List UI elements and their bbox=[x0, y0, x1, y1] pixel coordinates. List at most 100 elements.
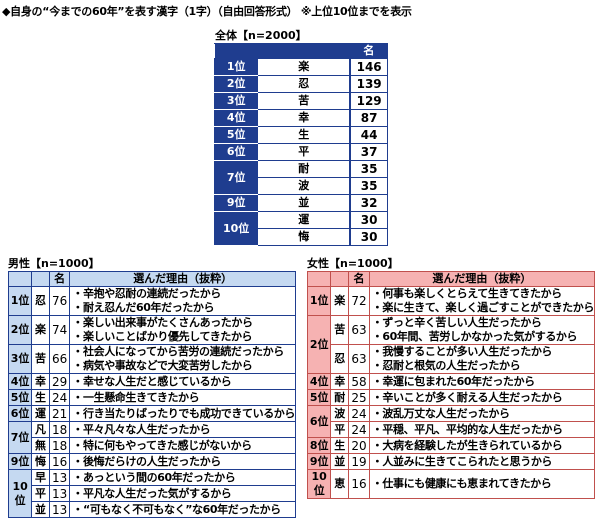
table-row: 9位並 32 bbox=[213, 194, 389, 212]
reason-text: ・辛いことが多く耐える人生だったから bbox=[371, 390, 563, 404]
count-cell: 24 bbox=[48, 389, 71, 406]
kanji-cell: 並 bbox=[31, 501, 50, 518]
reason-cell: ・“可もなく不可もなく”な60年だったから bbox=[69, 501, 296, 518]
count-cell: 19 bbox=[348, 453, 370, 470]
reason-cell: ・一生懸命生きてきたから bbox=[69, 389, 296, 406]
reason-text: ・楽に生きて、楽しく過ごすことができたから bbox=[371, 301, 595, 314]
table-row: 2位楽 74 ・楽しい出来事がたくさんあったから ・楽しいことばかり優先してきたから bbox=[7, 315, 296, 345]
table-row: 平 24 ・平穏、平凡、平均的な人生だったから bbox=[308, 421, 596, 438]
kanji-cell: 生 bbox=[31, 389, 50, 406]
reason-text: ・仕事にも健康にも恵まれてきたから bbox=[371, 477, 552, 490]
rank-cell: 6位 bbox=[213, 143, 259, 161]
reason-cell: ・仕事にも健康にも恵まれてきたから bbox=[368, 469, 596, 499]
count-header: 名 bbox=[348, 271, 370, 287]
count-header: 名 bbox=[349, 43, 389, 59]
kanji-cell: 波 bbox=[257, 177, 351, 195]
kanji-cell: 忍 bbox=[257, 75, 351, 93]
kanji-header bbox=[31, 271, 50, 287]
kanji-cell: 幸 bbox=[330, 373, 350, 390]
rank-cell: 10位 bbox=[7, 469, 33, 518]
reason-text: ・社会人になってから苦労の連続だったから bbox=[72, 345, 284, 358]
reason-text: ・60年間、苦労しかなかった気がするから bbox=[371, 330, 578, 343]
kanji-cell: 平 bbox=[330, 421, 350, 438]
page-title: ◆自身の“今までの60年”を表す漢字（1字）（自由回答形式） ※上位10位までを… bbox=[2, 5, 412, 18]
kanji-cell: 幸 bbox=[31, 373, 50, 390]
table-row: 並 13 ・“可もなく不可もなく”な60年だったから bbox=[9, 501, 296, 518]
table-row: 5位生 44 bbox=[213, 126, 389, 144]
reason-text: ・幸せな人生だと感じているから bbox=[72, 374, 232, 388]
reason-text: ・人並みに生きてこられたと思うから bbox=[371, 454, 553, 468]
kanji-cell: 悔 bbox=[257, 228, 351, 246]
table-row: 1位忍 76 ・辛抱や忍耐の連続だったから ・耐え忍んだ60年だったから bbox=[7, 286, 296, 316]
rank-cell: 1位 bbox=[213, 58, 259, 76]
reason-cell: ・波乱万丈な人生だったから bbox=[368, 405, 596, 422]
reason-cell: ・辛いことが多く耐える人生だったから bbox=[368, 389, 596, 406]
reason-cell: ・大病を経験したが生きられているから bbox=[368, 437, 596, 454]
reason-cell: ・ずっと辛く苦しい人生だったから ・60年間、苦労しかなかった気がするから bbox=[368, 315, 596, 345]
table-row: 2位苦 63 ・ずっと辛く苦しい人生だったから ・60年間、苦労しかなかった気がするか… bbox=[306, 315, 596, 374]
kanji-cell: 楽 bbox=[31, 315, 50, 345]
kanji-cell: 楽 bbox=[257, 58, 351, 76]
reason-text: ・辛抱や忍耐の連続だったから bbox=[72, 287, 221, 300]
count-header: 名 bbox=[48, 271, 71, 287]
table-row: 6位平 37 bbox=[213, 143, 389, 161]
kanji-cell: 苦 bbox=[330, 315, 350, 345]
table-row: 4位幸 58 ・幸運に包まれた60年だったから bbox=[306, 373, 596, 390]
count-cell: 21 bbox=[48, 405, 71, 422]
table-row: 8位生 20 ・大病を経験したが生きられているから bbox=[306, 437, 596, 454]
reason-text: ・幸運に包まれた60年だったから bbox=[371, 374, 535, 388]
table-row: 10位運 30 bbox=[213, 211, 389, 246]
rank-cell: 5位 bbox=[7, 389, 33, 406]
reason-cell: ・辛抱や忍耐の連続だったから ・耐え忍んだ60年だったから bbox=[69, 286, 296, 316]
reason-text: ・平凡な人生だった気がするから bbox=[72, 486, 232, 500]
table-row: 6位運 21 ・行き当たりばったりでも成功できているから bbox=[7, 405, 296, 422]
count-cell: 35 bbox=[349, 177, 389, 195]
reason-text: ・耐え忍んだ60年だったから bbox=[72, 301, 215, 314]
overall-ranking-table: 名 1位楽 146 2位忍 139 3位苦 129 4位幸 87 5位生 44 6位平 37 7位耐 35… bbox=[213, 43, 389, 246]
rank-cell: 9位 bbox=[306, 453, 332, 470]
reason-text: ・大病を経験したが生きられているから bbox=[371, 438, 563, 452]
kanji-cell: 波 bbox=[330, 405, 350, 422]
count-cell: 18 bbox=[48, 437, 71, 454]
count-cell: 13 bbox=[48, 469, 71, 486]
reason-text: ・楽しいことばかり優先してきたから bbox=[72, 330, 253, 343]
kanji-cell: 運 bbox=[31, 405, 50, 422]
reason-cell: ・人並みに生きてこられたと思うから bbox=[368, 453, 596, 470]
kanji-cell: 生 bbox=[257, 126, 351, 144]
kanji-cell: 幸 bbox=[257, 109, 351, 127]
kanji-cell: 耐 bbox=[257, 160, 351, 178]
count-cell: 87 bbox=[349, 109, 389, 127]
kanji-cell: 無 bbox=[31, 437, 50, 454]
kanji-cell: 平 bbox=[257, 143, 351, 161]
kanji-cell: 恵 bbox=[330, 469, 350, 499]
count-cell: 44 bbox=[349, 126, 389, 144]
table-row: 10位早 13 ・あっという間の60年だったから bbox=[7, 469, 296, 518]
rank-cell: 9位 bbox=[7, 453, 33, 470]
reason-cell: ・何事も楽しくとらえて生きてきたから ・楽に生きて、楽しく過ごすことができたから bbox=[368, 286, 596, 316]
kanji-cell: 苦 bbox=[257, 92, 351, 110]
kanji-cell: 並 bbox=[257, 194, 351, 212]
rank-cell: 1位 bbox=[306, 286, 332, 316]
reason-cell: ・幸運に包まれた60年だったから bbox=[368, 373, 596, 390]
table-row: 3位苦 66 ・社会人になってから苦労の連続だったから ・病気や事故などで大変苦労した… bbox=[7, 344, 296, 374]
reason-text: ・後悔だらけの人生だったから bbox=[72, 454, 221, 468]
kanji-cell: 楽 bbox=[330, 286, 350, 316]
reason-text: ・“可もなく不可もなく”な60年だったから bbox=[72, 502, 281, 516]
count-cell: 66 bbox=[48, 344, 71, 374]
kanji-cell: 運 bbox=[257, 211, 351, 229]
kanji-cell: 忍 bbox=[330, 344, 350, 374]
rank-cell: 3位 bbox=[213, 92, 259, 110]
rank-cell: 5位 bbox=[306, 389, 332, 406]
kanji-cell: 苦 bbox=[31, 344, 50, 374]
rank-header bbox=[213, 43, 259, 59]
reason-cell: ・平凡な人生だった気がするから bbox=[69, 485, 296, 502]
reason-text: ・行き当たりばったりでも成功できているから bbox=[72, 406, 295, 420]
table-row: 悔 30 bbox=[215, 228, 389, 246]
count-cell: 30 bbox=[349, 228, 389, 246]
count-cell: 129 bbox=[349, 92, 389, 110]
rank-cell: 4位 bbox=[213, 109, 259, 127]
table-row: 平 13 ・平凡な人生だった気がするから bbox=[9, 485, 296, 502]
table-row: 4位幸 87 bbox=[213, 109, 389, 127]
rank-cell: 10位 bbox=[213, 211, 259, 246]
count-cell: 139 bbox=[349, 75, 389, 93]
